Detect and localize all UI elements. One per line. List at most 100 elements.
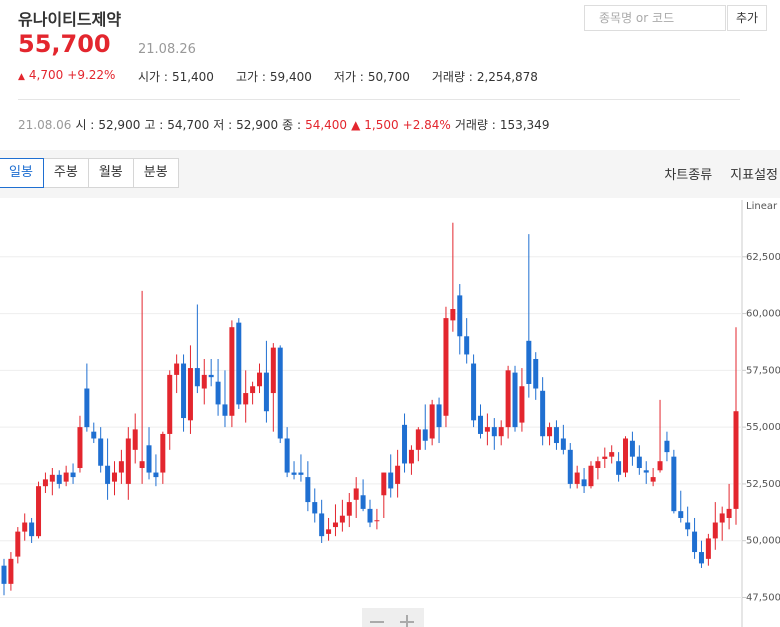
- candle-body: [132, 429, 138, 450]
- candle-body: [22, 522, 28, 532]
- candle-body: [236, 322, 242, 405]
- hover-label: 시 :: [75, 118, 95, 132]
- candle-body: [629, 440, 635, 457]
- candle-body: [181, 363, 187, 419]
- candle-body: [560, 438, 566, 450]
- candle-body: [367, 508, 373, 523]
- menu[interactable]: 차트종류: [664, 168, 713, 183]
- candle-body: [719, 513, 725, 523]
- candle-body: [208, 374, 214, 378]
- tab[interactable]: 분봉: [133, 158, 179, 188]
- candle-body: [567, 449, 573, 484]
- plot-area: [0, 200, 742, 627]
- menu[interactable]: 지표설정: [730, 168, 778, 183]
- candle-body: [678, 511, 684, 518]
- stat-label: 거래량 :: [431, 70, 473, 84]
- candle-body: [91, 431, 97, 439]
- candle-body: [160, 433, 166, 473]
- candle-body: [374, 520, 380, 522]
- candle-body: [443, 318, 449, 416]
- search-input[interactable]: 종목명 or 코드: [584, 5, 726, 31]
- candle-body: [257, 372, 263, 387]
- add-button[interactable]: 추가: [727, 5, 767, 31]
- divider: [18, 99, 740, 100]
- candle-body: [477, 415, 483, 434]
- candle-body: [395, 465, 401, 484]
- candle-body: [49, 474, 55, 482]
- candle-body: [84, 388, 90, 428]
- y-tick-label: 55,000: [746, 422, 780, 433]
- candle-body: [298, 472, 304, 475]
- candle-body: [519, 386, 525, 423]
- candle-body: [36, 486, 42, 537]
- candle-body: [505, 370, 511, 428]
- y-tick-label: 62,500: [746, 252, 780, 263]
- candle-body: [712, 522, 718, 539]
- hover-info: 21.08.06 시 :52,900 고 :54,700 저 :52,900 종 :54…: [18, 116, 553, 133]
- candle-body: [422, 429, 428, 441]
- candle-body: [429, 404, 435, 439]
- candle-body: [194, 368, 200, 387]
- candle-body: [118, 461, 124, 473]
- candle-body: [111, 472, 117, 482]
- candle-body: [277, 347, 283, 439]
- tab[interactable]: 월봉: [88, 158, 134, 188]
- candle-body: [650, 477, 656, 482]
- hover-value: 54,700: [167, 118, 210, 132]
- candle-body: [42, 479, 48, 487]
- candle-body: [616, 461, 622, 475]
- hover-change: 1,500: [364, 118, 399, 132]
- candle-body: [526, 340, 532, 384]
- y-tick-label: 52,500: [746, 479, 780, 490]
- hover-volume-label: 거래량 :: [454, 118, 496, 132]
- candle-body: [388, 472, 394, 489]
- hover-value: 52,900: [98, 118, 141, 132]
- candle-body: [353, 488, 359, 500]
- stock-name: 유나이티드제약: [18, 10, 122, 29]
- candle-body: [332, 522, 338, 528]
- tab[interactable]: 주봉: [43, 158, 89, 188]
- tab[interactable]: 일봉: [0, 158, 44, 188]
- stat-value: 51,400: [171, 70, 214, 84]
- candle-body: [319, 513, 325, 537]
- candle-body: [657, 461, 663, 471]
- candle-body: [698, 552, 704, 564]
- stat-value: 2,254,878: [476, 70, 538, 84]
- candle-body: [726, 508, 732, 518]
- candle-body: [250, 386, 256, 394]
- candle-body: [512, 372, 518, 428]
- price: 55,700: [18, 30, 111, 58]
- candle-body: [464, 336, 470, 355]
- candle-body: [415, 429, 421, 450]
- zoom-buttons[interactable]: [362, 608, 424, 627]
- candle-body: [436, 404, 442, 428]
- candle-body: [457, 295, 463, 337]
- candle-body: [146, 445, 152, 473]
- hover-value: 52,900: [236, 118, 279, 132]
- candle-body: [671, 456, 677, 512]
- y-tick-label: 60,000: [746, 309, 780, 320]
- candle-body: [602, 456, 608, 459]
- candle-body: [643, 470, 649, 473]
- candle-body: [636, 456, 642, 469]
- candle-body: [733, 411, 739, 509]
- hover-label: 저 :: [213, 118, 233, 132]
- candle-body: [305, 477, 311, 503]
- candle-body: [105, 465, 111, 484]
- stats: 시가 :51,400 고가 :59,400 저가 :50,700 거래량 :2,254…: [138, 68, 560, 85]
- change: ▲ 4,700 +9.22%: [18, 68, 116, 82]
- candle-body: [222, 404, 228, 416]
- candle-body: [450, 309, 456, 321]
- candle-body: [609, 452, 615, 457]
- candle-body: [63, 472, 69, 482]
- candle-body: [346, 502, 352, 516]
- candle-body: [263, 372, 269, 412]
- candle-body: [402, 424, 408, 464]
- candle-body: [540, 390, 546, 437]
- hover-label: 종 :: [282, 118, 302, 132]
- candle-body: [187, 368, 193, 421]
- candle-body: [491, 427, 497, 437]
- candle-body: [29, 522, 35, 537]
- menus: 차트종류 지표설정: [646, 164, 778, 183]
- candle-body: [339, 515, 345, 523]
